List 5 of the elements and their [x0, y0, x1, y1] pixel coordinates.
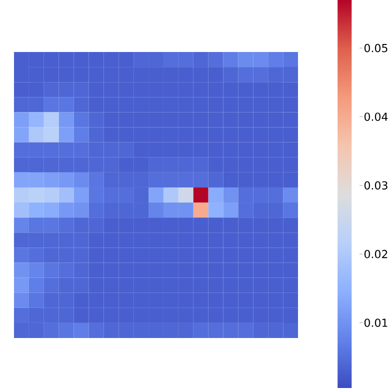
- color-bar-label: 0.01: [364, 318, 388, 327]
- color-bar-label: 0.02: [364, 250, 388, 258]
- color-bar-label: 0.05: [364, 44, 388, 52]
- color-bar-label: 0.04: [364, 112, 388, 121]
- color-bar-label: 0.03: [364, 181, 388, 190]
